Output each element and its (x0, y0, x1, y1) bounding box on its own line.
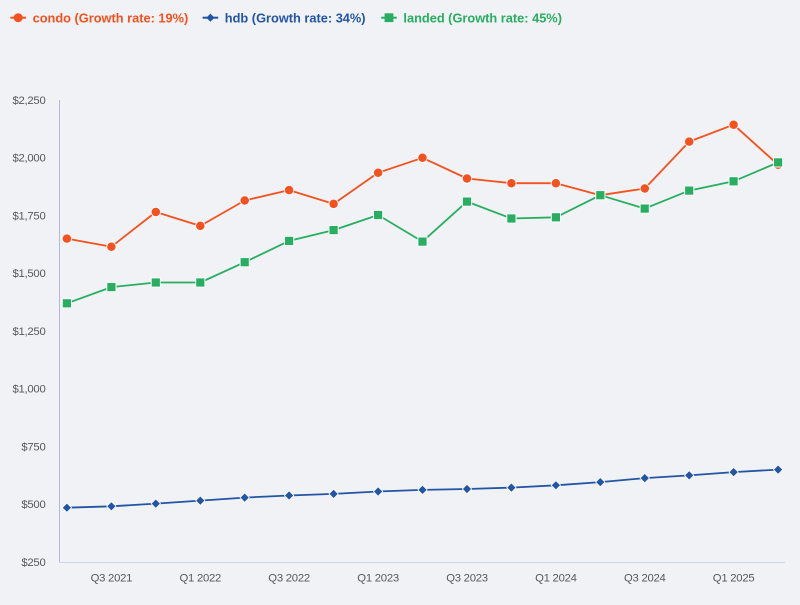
svg-text:hdb (Growth rate: 34%): hdb (Growth rate: 34%) (225, 10, 366, 25)
svg-text:$1,000: $1,000 (12, 384, 45, 396)
svg-text:$2,250: $2,250 (12, 95, 45, 107)
svg-text:condo (Growth rate: 19%): condo (Growth rate: 19%) (33, 10, 189, 25)
svg-text:Q3 2023: Q3 2023 (446, 572, 488, 584)
svg-text:$1,250: $1,250 (12, 326, 45, 338)
svg-text:Q1 2022: Q1 2022 (180, 572, 222, 584)
svg-text:Q3 2024: Q3 2024 (624, 572, 666, 584)
svg-text:Q1 2024: Q1 2024 (535, 572, 577, 584)
svg-text:Q3 2021: Q3 2021 (91, 572, 133, 584)
svg-text:Q3 2022: Q3 2022 (268, 572, 310, 584)
svg-text:Q1 2025: Q1 2025 (713, 572, 755, 584)
svg-text:$500: $500 (21, 499, 45, 511)
svg-text:$250: $250 (21, 557, 45, 569)
svg-text:$750: $750 (21, 441, 45, 453)
svg-text:$1,750: $1,750 (12, 210, 45, 222)
svg-text:$2,000: $2,000 (12, 153, 45, 165)
svg-text:Q1 2023: Q1 2023 (357, 572, 399, 584)
svg-text:$1,500: $1,500 (12, 268, 45, 280)
svg-text:landed (Growth rate: 45%): landed (Growth rate: 45%) (403, 10, 562, 25)
